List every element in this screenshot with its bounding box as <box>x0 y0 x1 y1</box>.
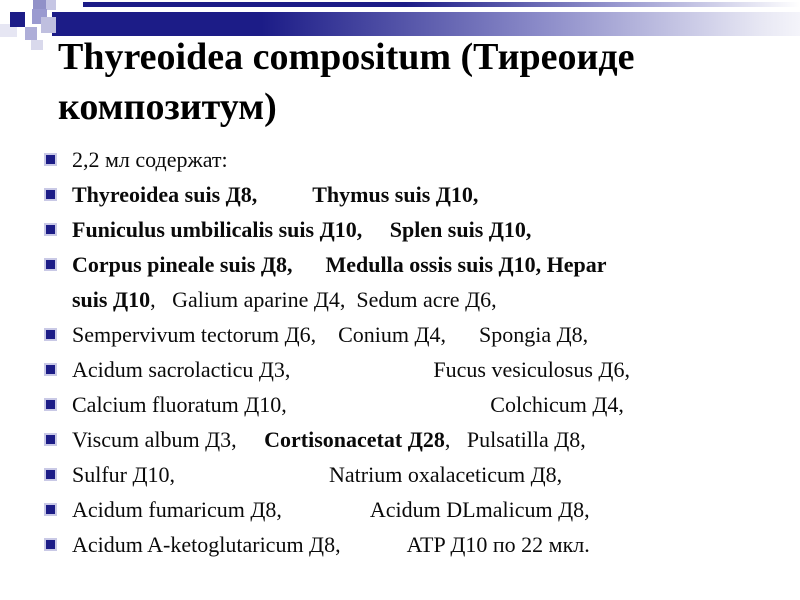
list-item: Sulfur Д10, Natrium oxalaceticum Д8, <box>44 457 768 492</box>
decor-square <box>41 17 56 33</box>
bullet-text-segment: 2,2 мл содержат: <box>72 147 228 172</box>
bullet-text-segment: Acidum sacrolacticu Д3, Fucus vesiculosu… <box>72 357 630 382</box>
top-thin-bar-decoration <box>83 2 800 7</box>
bullet-square-icon <box>44 328 57 341</box>
bullet-square-icon <box>44 433 57 446</box>
bullet-square-icon <box>44 538 57 551</box>
bullet-text-segment: Calcium fluoratum Д10, Colchicum Д4, <box>72 392 624 417</box>
bullet-text-segment: Acidum fumaricum Д8, Acidum DLmalicum Д8… <box>72 497 590 522</box>
decor-square <box>46 0 56 10</box>
slide-title: Thyreoidea compositum (Тиреоиде композит… <box>58 36 635 128</box>
list-item: Acidum A-ketoglutaricum Д8, ATP Д10 по 2… <box>44 527 768 562</box>
bullet-text-segment: Thyreoidea suis Д8, Thymus suis Д10, <box>72 182 479 207</box>
list-item: Sempervivum tectorum Д6, Conium Д4, Spon… <box>44 317 768 352</box>
list-item: Acidum sacrolacticu Д3, Fucus vesiculosu… <box>44 352 768 387</box>
bullet-square-icon <box>44 468 57 481</box>
bullet-square-icon <box>44 398 57 411</box>
decor-square <box>31 40 43 50</box>
decor-square <box>33 0 46 10</box>
list-item: Funiculus umbilicalis suis Д10, Splen su… <box>44 212 768 247</box>
bullet-square-icon <box>44 258 57 271</box>
list-item: Calcium fluoratum Д10, Colchicum Д4, <box>44 387 768 422</box>
bullet-text-segment: Acidum A-ketoglutaricum Д8, ATP Д10 по 2… <box>72 532 590 557</box>
bullet-square-icon <box>44 503 57 516</box>
list-item: Corpus pineale suis Д8, Medulla ossis su… <box>44 247 768 317</box>
bullet-text-segment: Sulfur Д10, Natrium oxalaceticum Д8, <box>72 462 563 487</box>
list-item: Acidum fumaricum Д8, Acidum DLmalicum Д8… <box>44 492 768 527</box>
bullet-text-segment: Sempervivum tectorum Д6, Conium Д4, Spon… <box>72 322 589 347</box>
bullet-text-segment: Funiculus umbilicalis suis Д10, Splen su… <box>72 217 532 242</box>
decor-square <box>10 12 25 27</box>
list-item: Viscum album Д3, Cortisonacetat Д28, Pul… <box>44 422 768 457</box>
bullet-list: 2,2 мл содержат: Thyreoidea suis Д8, Thym… <box>44 142 768 562</box>
list-item: Thyreoidea suis Д8, Thymus suis Д10, <box>44 177 768 212</box>
bullet-text-segment: Corpus pineale suis Д8, Medulla ossis su… <box>72 252 607 312</box>
bullet-square-icon <box>44 153 57 166</box>
bullet-text-segment: Cortisonacetat Д28 <box>264 427 445 452</box>
bullet-square-icon <box>44 188 57 201</box>
top-main-bar-decoration <box>52 12 800 36</box>
bullet-square-icon <box>44 363 57 376</box>
bullet-text-segment: Viscum album Д3, <box>72 427 265 452</box>
bullet-text-segment: , Pulsatilla Д8, <box>444 427 586 452</box>
list-item: 2,2 мл содержат: <box>44 142 768 177</box>
bullet-text-segment: , Galium aparine Д4, Sedum acre Д6, <box>150 287 497 312</box>
bullet-square-icon <box>44 223 57 236</box>
decor-square <box>0 24 17 37</box>
decor-square <box>25 27 37 40</box>
